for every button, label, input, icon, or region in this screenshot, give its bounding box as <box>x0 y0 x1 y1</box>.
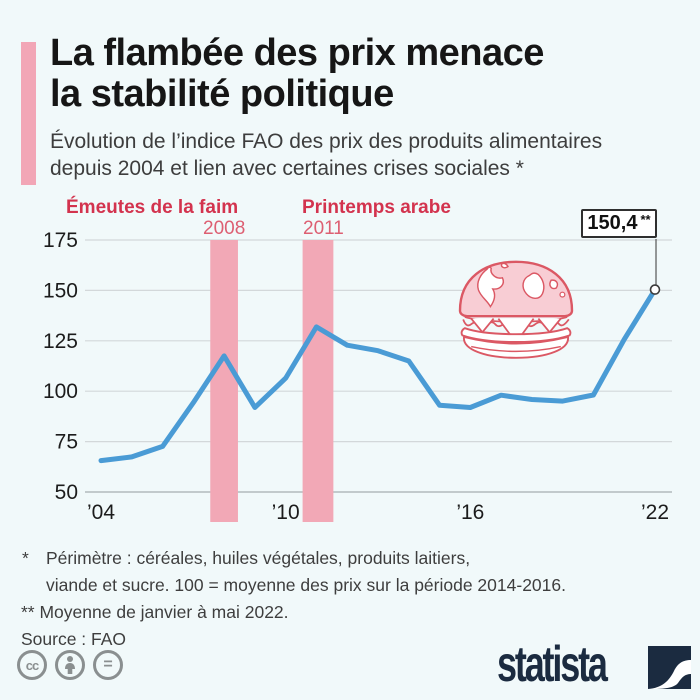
highlight-band-2008 <box>210 240 238 522</box>
bottom-bun-crease <box>471 345 561 353</box>
globe-asia <box>549 279 559 290</box>
title-accent-bar <box>21 42 36 185</box>
price-line <box>98 287 658 464</box>
page-subtitle: Évolution de l’indice FAO des prix des p… <box>50 128 602 182</box>
x-tick-label-2010: ’10 <box>272 501 300 524</box>
cc-no-derivatives-icon[interactable]: = <box>93 650 123 680</box>
latest-data-point-marker <box>649 284 661 295</box>
highlight-band-2011 <box>302 240 334 522</box>
globe-burger-illustration <box>458 260 574 359</box>
globe-africa-europe <box>522 272 545 300</box>
cc-attribution-icon[interactable] <box>55 650 85 680</box>
x-tick-label-2016: ’16 <box>456 501 484 524</box>
cc-license-badges: cc = <box>17 650 123 680</box>
annotation-food-riots-label: Émeutes de la faim <box>66 197 239 218</box>
bottom-bun-base <box>463 335 569 359</box>
x-tick-label-2022: ’22 <box>641 501 669 524</box>
title-line-1: La flambée des prix menace <box>50 32 544 74</box>
footnote-average-2022: ** Moyenne de janvier à mai 2022. <box>21 602 289 622</box>
cc-license-icon[interactable]: cc <box>17 650 47 680</box>
annotation-arab-spring-label: Printemps arabe <box>302 197 451 218</box>
globe-americas <box>477 266 504 308</box>
latest-value: 150,4 <box>587 212 638 234</box>
fao-price-line-chart: 175 150 125 100 75 50 ’04 ’10 ’16 ’22 <box>43 229 672 524</box>
equals-text: = <box>103 655 113 673</box>
bottom-bun-lip <box>460 327 572 343</box>
footnote-scope-line-2: viande et sucre. 100 = moyenne des prix … <box>46 575 566 595</box>
statista-wordmark: statista <box>497 636 608 692</box>
statista-logo-mark <box>648 646 691 689</box>
footnote-scope-line-1: Périmètre : céréales, huiles végétales, … <box>46 548 471 568</box>
attribution-person-icon <box>65 656 75 674</box>
globe-greenland <box>500 262 509 269</box>
y-tick-label-125: 125 <box>43 330 78 353</box>
title-line-2: la stabilité politique <box>50 73 394 115</box>
y-tick-label-75: 75 <box>55 431 78 454</box>
latest-value-callout: 150,4 ** <box>581 209 657 238</box>
y-tick-label-150: 150 <box>43 279 78 302</box>
annotation-food-riots-year: 2008 <box>203 218 246 239</box>
x-tick-label-2004: ’04 <box>87 501 115 524</box>
subtitle-line-1: Évolution de l’indice FAO des prix des p… <box>50 130 603 153</box>
y-tick-label-100: 100 <box>43 380 78 403</box>
latest-value-footnote-marks: ** <box>640 211 651 227</box>
y-tick-label-175: 175 <box>43 229 78 252</box>
source-line: Source : FAO <box>21 629 127 649</box>
annotation-arab-spring-year: 2011 <box>303 218 344 239</box>
y-tick-label-50: 50 <box>55 481 78 504</box>
subtitle-line-2: depuis 2004 et lien avec certaines crise… <box>50 157 524 180</box>
globe-island <box>559 291 566 298</box>
cc-license-text: cc <box>25 657 40 673</box>
page-title: La flambée des prix menace la stabilité … <box>50 33 544 115</box>
footnote-star-symbol: * <box>22 548 29 568</box>
